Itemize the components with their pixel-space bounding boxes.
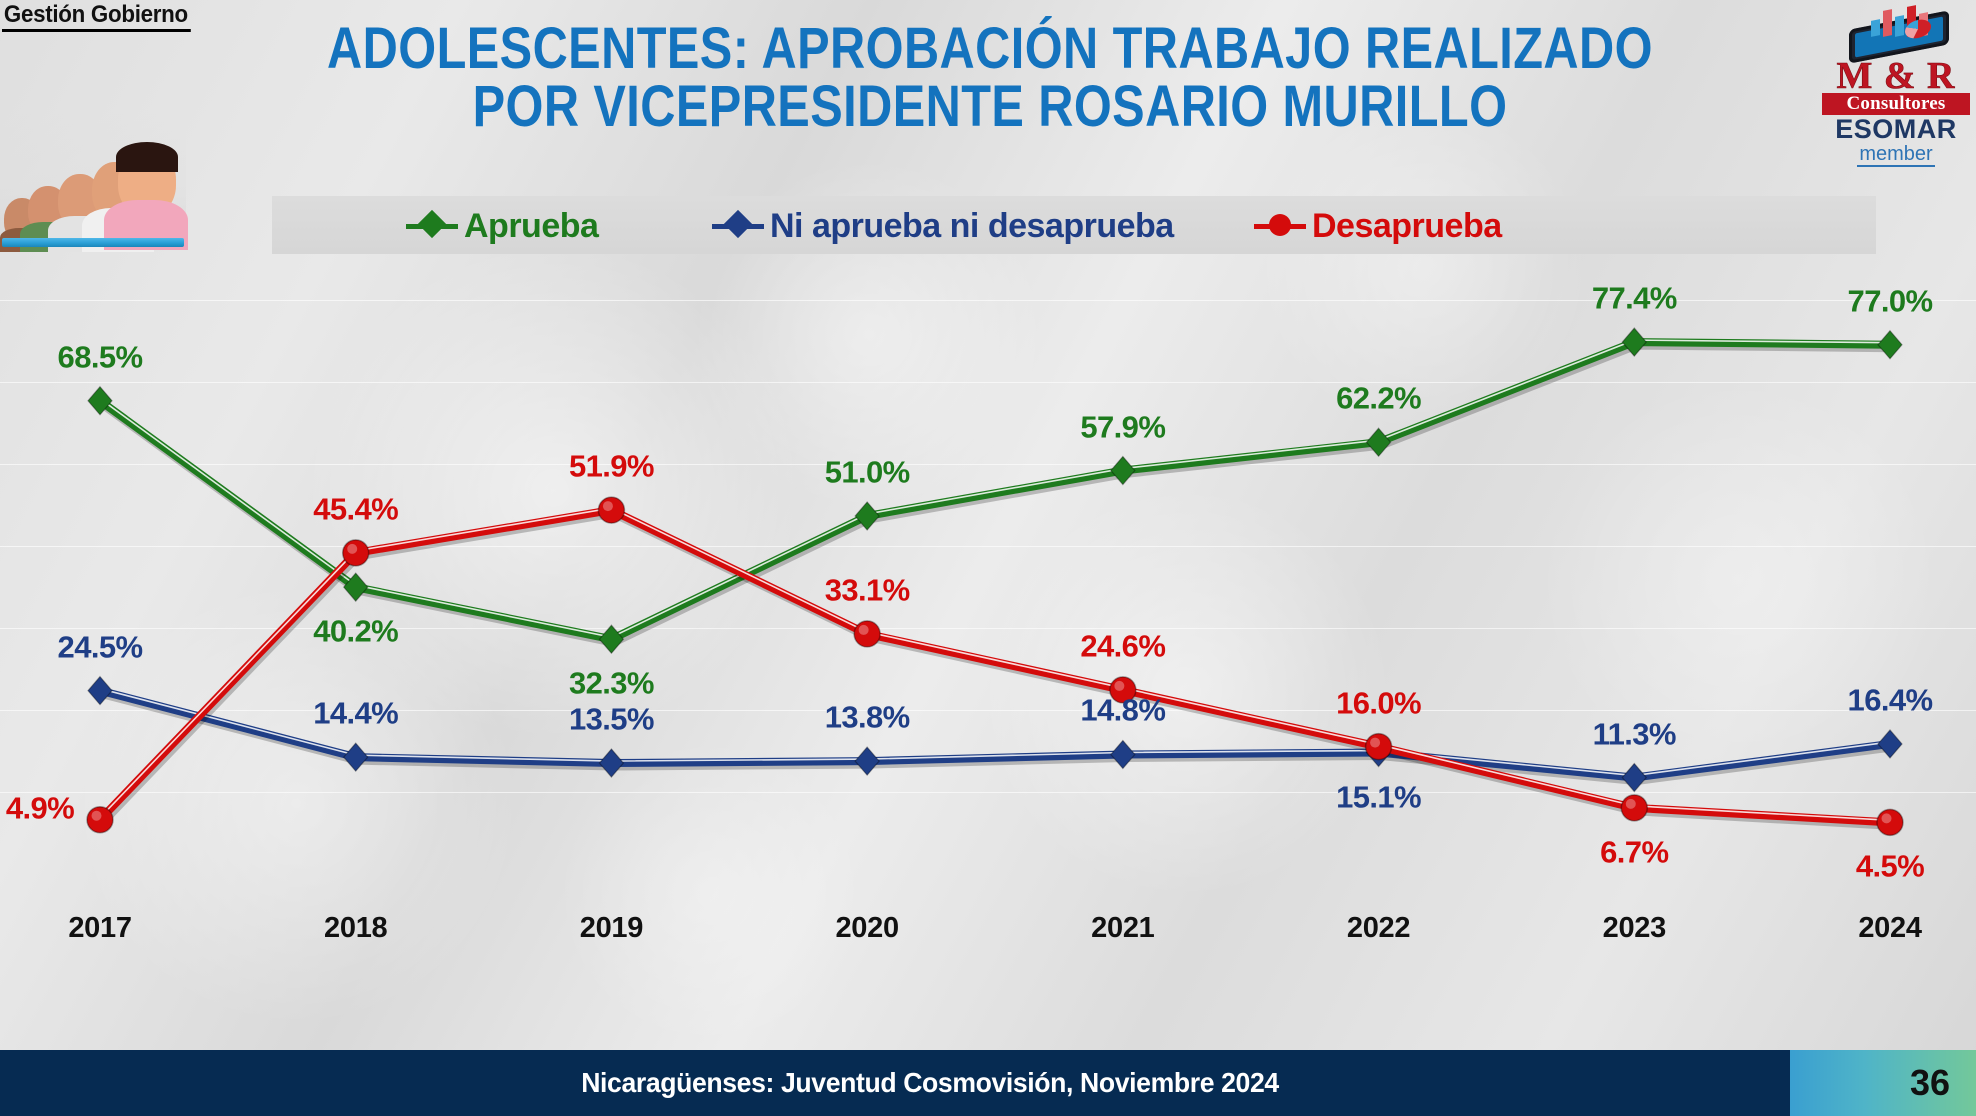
data-label: 51.9%	[568, 448, 655, 484]
gridline	[0, 300, 1976, 301]
logo-member: member	[1857, 143, 1935, 167]
page-number: 36	[1909, 1062, 1950, 1103]
data-label: 13.8%	[824, 699, 911, 735]
gridline	[0, 792, 1976, 793]
x-axis-label: 2022	[1346, 912, 1411, 944]
data-label: 62.2%	[1336, 380, 1422, 416]
data-label: 4.5%	[1855, 848, 1925, 884]
x-axis-label: 2018	[324, 912, 388, 944]
footer-bar: Nicaragüenses: Juventud Cosmovisión, Nov…	[0, 1050, 1976, 1116]
x-axis-label: 2020	[835, 912, 899, 944]
data-label: 33.1%	[824, 572, 911, 608]
page-title: ADOLESCENTES: APROBACIÓN TRABAJO REALIZA…	[327, 16, 1653, 139]
data-label: 68.5%	[57, 339, 144, 375]
data-label: 11.3%	[1592, 716, 1677, 752]
data-label: 13.5%	[568, 701, 655, 737]
data-label: 24.6%	[1080, 628, 1166, 664]
data-label: 16.0%	[1336, 685, 1422, 721]
legend-item-desaprueba[interactable]: Desaprueba	[1254, 207, 1502, 246]
gridline	[0, 628, 1976, 629]
data-label: 77.0%	[1847, 283, 1934, 319]
x-axis-label: 2019	[579, 912, 644, 944]
chart-legend: Aprueba Ni aprueba ni desaprueba Desapru…	[272, 200, 1876, 252]
data-label: 6.7%	[1600, 834, 1669, 870]
aprueba-marker-icon	[406, 209, 458, 239]
data-label: 45.4%	[313, 491, 399, 527]
footer-source: Nicaragüenses: Juventud Cosmovisión, Nov…	[581, 1067, 1279, 1098]
gridline	[0, 382, 1976, 383]
data-label: 15.1%	[1336, 779, 1422, 815]
logo-device-icon	[1831, 4, 1961, 64]
x-axis-label: 2017	[68, 912, 132, 944]
section-tab: Gestión Gobierno	[2, 2, 191, 32]
legend-item-aprueba[interactable]: Aprueba	[406, 206, 599, 246]
logo-esomar: ESOMAR	[1835, 114, 1957, 144]
person-hair	[116, 142, 178, 172]
youth-photo	[0, 112, 188, 252]
data-label: 40.2%	[313, 613, 399, 649]
x-axis-label: 2024	[1858, 912, 1922, 944]
data-label: 51.0%	[824, 454, 911, 490]
desaprueba-marker-icon	[1254, 213, 1306, 239]
chart-plot-area: 68.5% 40.2% 32.3% 51.0% 57.9% 62.2% 77.4% 77.0%…	[0, 252, 1976, 1052]
data-label: 14.4%	[313, 695, 399, 731]
legend-label-desaprueba: Desaprueba	[1312, 206, 1502, 245]
ni-aprueba-marker-icon	[712, 209, 764, 239]
data-label: 32.3%	[568, 665, 655, 701]
legend-band	[272, 196, 1876, 254]
data-label: 14.8%	[1080, 692, 1166, 728]
gridline	[0, 710, 1976, 711]
logo-subbrand: Consultores	[1822, 93, 1970, 115]
legend-item-ni-aprueba[interactable]: Ni aprueba ni desaprueba	[712, 207, 1174, 246]
gridline	[0, 546, 1976, 547]
legend-label-ni-aprueba: Ni aprueba ni desaprueba	[770, 206, 1174, 245]
chart-svg	[86, 327, 1904, 837]
mr-consultores-logo: M & R Consultores ESOMAR member	[1822, 2, 1970, 167]
data-label: 16.4%	[1847, 682, 1934, 718]
data-label: 77.4%	[1591, 280, 1678, 316]
gridline	[0, 464, 1976, 465]
data-label: 57.9%	[1080, 409, 1166, 445]
legend-label-aprueba: Aprueba	[464, 206, 599, 245]
data-label: 4.9%	[5, 790, 75, 826]
photo-rail	[2, 238, 184, 247]
x-axis-label: 2023	[1602, 912, 1667, 944]
page-number-box: 36	[1790, 1050, 1976, 1116]
x-axis-label: 2021	[1091, 912, 1155, 944]
data-label: 24.5%	[57, 629, 144, 665]
logo-brand: M & R	[1836, 55, 1956, 97]
